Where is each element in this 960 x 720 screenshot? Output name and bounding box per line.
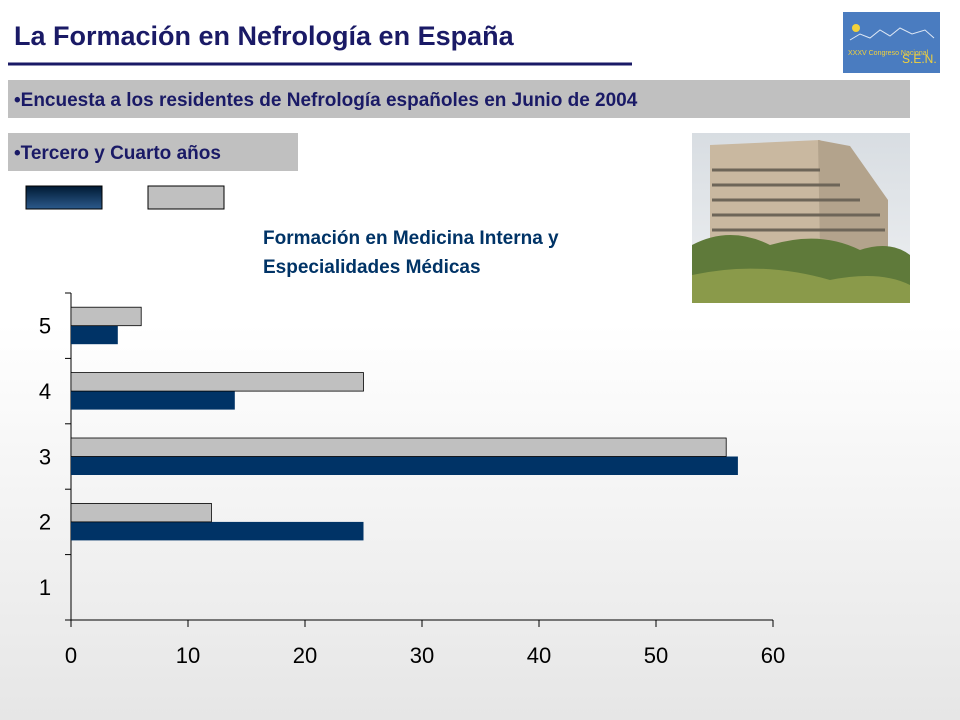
bullet-text: •Tercero y Cuarto años	[14, 143, 221, 164]
x-tick-label: 20	[293, 643, 317, 668]
photo-windows	[712, 168, 885, 232]
x-tick-label: 0	[65, 643, 77, 668]
x-tick-label: 30	[410, 643, 434, 668]
bar	[70, 372, 364, 392]
x-tick-label: 60	[761, 643, 785, 668]
y-tick-label: 2	[39, 510, 51, 535]
bar	[71, 456, 738, 475]
chart-title: Formación en Medicina Interna y Especial…	[263, 228, 559, 278]
bar	[71, 521, 364, 541]
bullet-bar	[8, 80, 910, 118]
bullet-bar	[8, 133, 298, 171]
logo-sun	[852, 24, 860, 32]
bar	[70, 437, 727, 457]
y-tick-label: 3	[39, 444, 51, 469]
bar	[71, 391, 235, 410]
bar	[71, 325, 118, 345]
logo-box	[843, 12, 940, 73]
x-tick-label: 50	[644, 643, 668, 668]
photo-vegetation	[692, 268, 910, 303]
bullet-text: •Encuesta a los residentes de Nefrología…	[14, 90, 638, 111]
x-tick-label: 40	[527, 643, 551, 668]
x-tick-label: 10	[176, 643, 200, 668]
logo-brand: S.E.N.	[902, 52, 937, 66]
photo-building	[818, 140, 888, 250]
photo	[692, 133, 910, 303]
bar	[70, 306, 142, 327]
bar	[70, 502, 212, 523]
y-tick-label: 4	[39, 379, 51, 404]
y-tick-label: 1	[39, 575, 51, 600]
logo-text: XXXV Congreso Nacional	[848, 50, 929, 57]
logo-skyline	[849, 27, 935, 41]
legend-swatch	[25, 185, 103, 210]
legend-swatch	[147, 185, 225, 210]
y-tick-label: 5	[39, 314, 51, 339]
slide-title: La Formación en Nefrología en España	[14, 21, 515, 51]
logo: XXXV Congreso Nacional S.E.N.	[843, 12, 940, 73]
